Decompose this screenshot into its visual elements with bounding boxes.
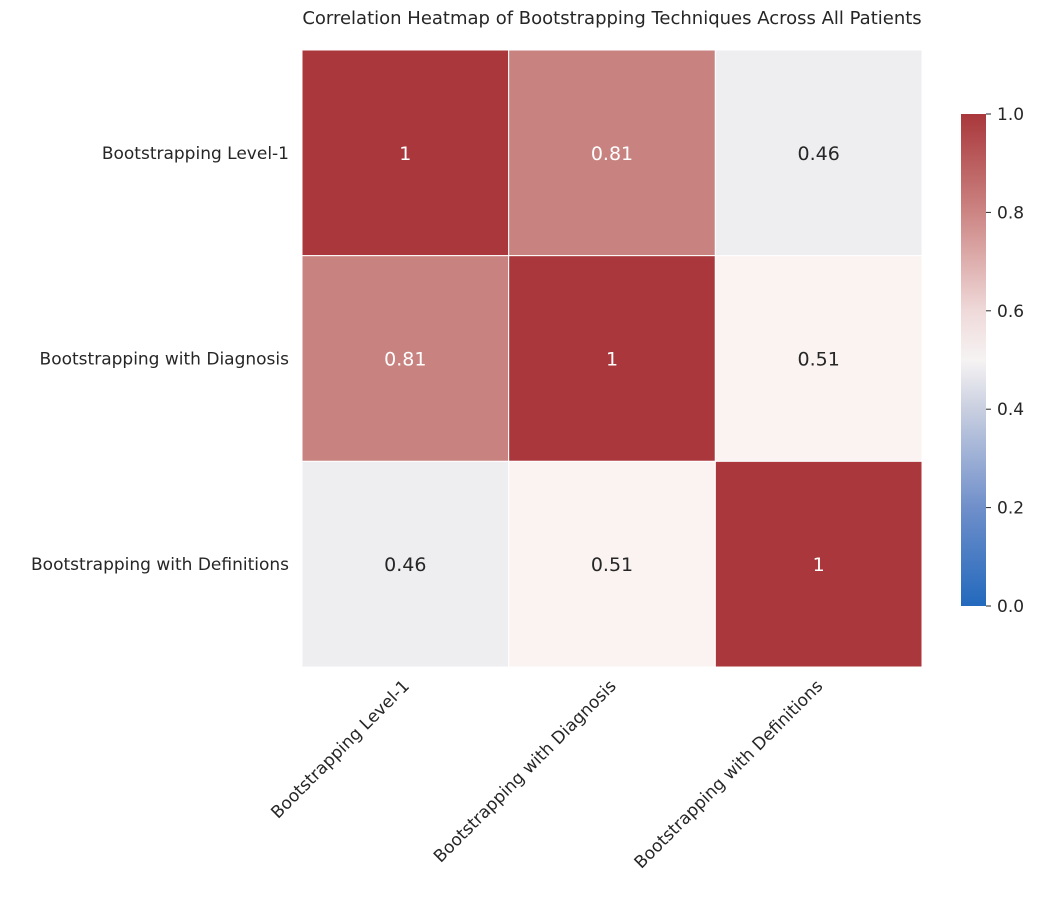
x-axis-tick-labels: Bootstrapping Level-1 Bootstrapping with … xyxy=(267,676,827,873)
x-tick-label-1: Bootstrapping with Diagnosis xyxy=(430,676,621,867)
cell-value-label-1-0: 0.81 xyxy=(384,349,426,371)
x-tick-label-2: Bootstrapping with Definitions xyxy=(631,676,828,873)
heatmap-annotations: 1 0.81 0.46 0.81 1 0.51 0.46 0.51 1 xyxy=(384,143,840,576)
colorbar: 0.0 0.2 0.4 0.6 0.8 1.0 xyxy=(961,105,1024,617)
heatmap-cell-0-0 xyxy=(301,49,510,257)
y-axis-tick-labels: Bootstrapping Level-1 Bootstrapping with … xyxy=(31,144,289,575)
cell-value-label-0-1: 0.81 xyxy=(591,143,633,165)
heatmap-cell-2-0 xyxy=(301,460,510,668)
heatmap-cells xyxy=(301,49,923,668)
heatmap-cell-0-2 xyxy=(714,49,923,257)
cell-value-label-0-2: 0.46 xyxy=(798,143,840,165)
colorbar-tick-label-3: 0.6 xyxy=(997,302,1024,322)
cell-value-label-0-0: 1 xyxy=(399,143,411,165)
cell-value-label-2-2: 1 xyxy=(813,554,825,576)
heatmap-cell-0-1 xyxy=(508,49,716,257)
colorbar-tick-label-0: 0.0 xyxy=(997,597,1024,617)
colorbar-tick-label-4: 0.8 xyxy=(997,203,1024,223)
y-tick-label-1: Bootstrapping with Diagnosis xyxy=(40,350,290,370)
y-tick-label-0: Bootstrapping Level-1 xyxy=(102,144,289,164)
heatmap-cell-1-0 xyxy=(301,255,510,462)
heatmap-cell-1-1 xyxy=(508,255,716,462)
cell-value-label-1-1: 1 xyxy=(606,349,618,371)
cell-value-label-2-1: 0.51 xyxy=(591,554,633,576)
heatmap-cell-2-1 xyxy=(508,460,716,668)
colorbar-tick-label-5: 1.0 xyxy=(997,105,1024,125)
cell-value-label-1-2: 0.51 xyxy=(798,349,840,371)
colorbar-tick-label-2: 0.4 xyxy=(997,400,1024,420)
colorbar-gradient xyxy=(961,114,986,606)
chart-title: Correlation Heatmap of Bootstrapping Tec… xyxy=(302,8,921,29)
colorbar-tick-label-1: 0.2 xyxy=(997,499,1024,519)
y-tick-label-2: Bootstrapping with Definitions xyxy=(31,555,289,575)
cell-value-label-2-0: 0.46 xyxy=(384,554,426,576)
heatmap-cell-1-2 xyxy=(714,255,923,462)
heatmap-cell-2-2 xyxy=(714,460,923,668)
x-tick-label-0: Bootstrapping Level-1 xyxy=(267,676,413,822)
